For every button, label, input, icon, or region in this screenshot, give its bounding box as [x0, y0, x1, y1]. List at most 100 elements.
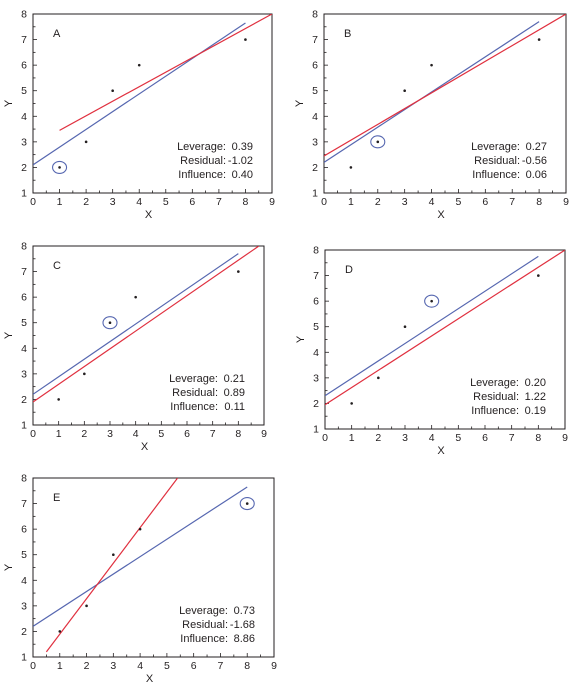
y-axis-title: Y — [3, 563, 15, 571]
fit-line-blue — [33, 22, 246, 166]
data-point — [245, 502, 249, 505]
x-tick-label: 4 — [133, 428, 139, 440]
data-point — [58, 166, 61, 169]
y-tick-label: 7 — [312, 34, 318, 46]
x-tick-label: 9 — [563, 196, 569, 208]
stat-label: Influence: — [178, 169, 226, 181]
x-tick-label: 1 — [57, 196, 63, 208]
data-point — [537, 274, 540, 277]
y-tick-label: 7 — [21, 498, 27, 510]
x-tick-label: 0 — [30, 428, 36, 440]
stat-label: Leverage: — [177, 141, 226, 153]
data-point — [85, 604, 88, 608]
y-tick-label: 5 — [21, 549, 27, 561]
y-tick-label: 5 — [21, 85, 27, 97]
stat-value: 8.86 — [234, 633, 255, 645]
panel-label: A — [53, 28, 61, 40]
y-tick-label: 1 — [313, 424, 319, 436]
y-tick-label: 5 — [313, 321, 319, 333]
y-tick-label: 3 — [21, 136, 27, 148]
y-tick-label: 6 — [21, 60, 27, 72]
stat-value: 0.20 — [525, 377, 546, 389]
y-tick-label: 7 — [21, 34, 27, 46]
data-point — [377, 376, 380, 380]
x-tick-label: 9 — [269, 196, 275, 208]
stat-label: Leverage: — [179, 605, 228, 617]
data-point — [57, 398, 60, 401]
data-point — [349, 166, 353, 169]
x-tick-label: 4 — [429, 196, 435, 208]
stat-label: Residual: — [182, 619, 228, 631]
x-tick-label: 8 — [535, 432, 541, 444]
stat-value: 0.21 — [224, 373, 245, 385]
x-tick-label: 8 — [235, 428, 241, 440]
y-tick-label: 5 — [21, 317, 27, 329]
data-point — [112, 553, 115, 557]
regression-lines — [325, 250, 565, 406]
x-tick-label: 9 — [261, 428, 267, 440]
x-tick-label: 1 — [56, 428, 62, 440]
regression-lines — [33, 246, 260, 403]
y-tick-label: 3 — [21, 600, 27, 612]
stat-label: Influence: — [472, 169, 520, 181]
fit-line-red — [33, 246, 260, 403]
y-tick-label: 5 — [312, 85, 318, 97]
x-axis-title: X — [145, 209, 153, 221]
stat-value: 0.19 — [525, 405, 546, 417]
x-tick-label: 4 — [429, 432, 435, 444]
x-tick-label: 8 — [243, 196, 249, 208]
y-tick-label: 3 — [313, 372, 319, 384]
x-tick-label: 0 — [321, 196, 327, 208]
fit-line-blue — [324, 21, 540, 163]
stat-label: Influence: — [170, 401, 218, 413]
y-tick-label: 6 — [21, 524, 27, 536]
stat-value: 0.89 — [224, 387, 245, 399]
x-tick-label: 3 — [402, 196, 408, 208]
x-tick-label: 5 — [158, 428, 164, 440]
y-tick-label: 4 — [21, 575, 27, 587]
x-tick-label: 1 — [348, 196, 354, 208]
x-axis-title: X — [146, 673, 154, 685]
y-tick-label: 6 — [21, 292, 27, 304]
data-point — [84, 140, 88, 144]
y-tick-label: 1 — [21, 188, 27, 200]
data-point — [244, 38, 247, 41]
y-tick-label: 2 — [21, 626, 27, 638]
panel-label: D — [345, 264, 353, 276]
y-tick-label: 4 — [21, 111, 27, 123]
y-tick-label: 2 — [21, 394, 27, 406]
fit-line-red — [45, 478, 179, 653]
data-point — [430, 299, 433, 303]
y-tick-label: 2 — [21, 162, 27, 174]
stat-value: -0.56 — [522, 155, 547, 167]
fit-line-blue — [33, 253, 239, 395]
data-point — [403, 89, 406, 93]
fit-line-blue — [33, 486, 248, 627]
x-tick-label: 5 — [163, 196, 169, 208]
y-tick-label: 3 — [312, 136, 318, 148]
stat-value: 0.39 — [232, 141, 253, 153]
regression-lines — [33, 478, 248, 653]
y-tick-label: 1 — [21, 652, 27, 664]
highlighted-point-marker — [370, 135, 386, 149]
x-tick-label: 0 — [322, 432, 328, 444]
stat-label: Leverage: — [169, 373, 218, 385]
y-tick-label: 8 — [21, 9, 27, 21]
panel-label: B — [344, 28, 351, 40]
y-tick-label: 8 — [21, 473, 27, 485]
stat-value: 0.11 — [224, 401, 245, 413]
data-point — [138, 527, 142, 531]
y-tick-label: 6 — [312, 60, 318, 72]
y-tick-label: 6 — [313, 296, 319, 308]
stat-value: 0.40 — [232, 169, 253, 181]
regression-lines — [324, 14, 566, 163]
data-point — [237, 270, 240, 273]
y-tick-label: 8 — [312, 9, 318, 21]
x-tick-label: 2 — [375, 196, 381, 208]
stat-value: 0.06 — [526, 169, 547, 181]
y-tick-label: 8 — [21, 241, 27, 253]
stat-value: -1.68 — [230, 619, 255, 631]
